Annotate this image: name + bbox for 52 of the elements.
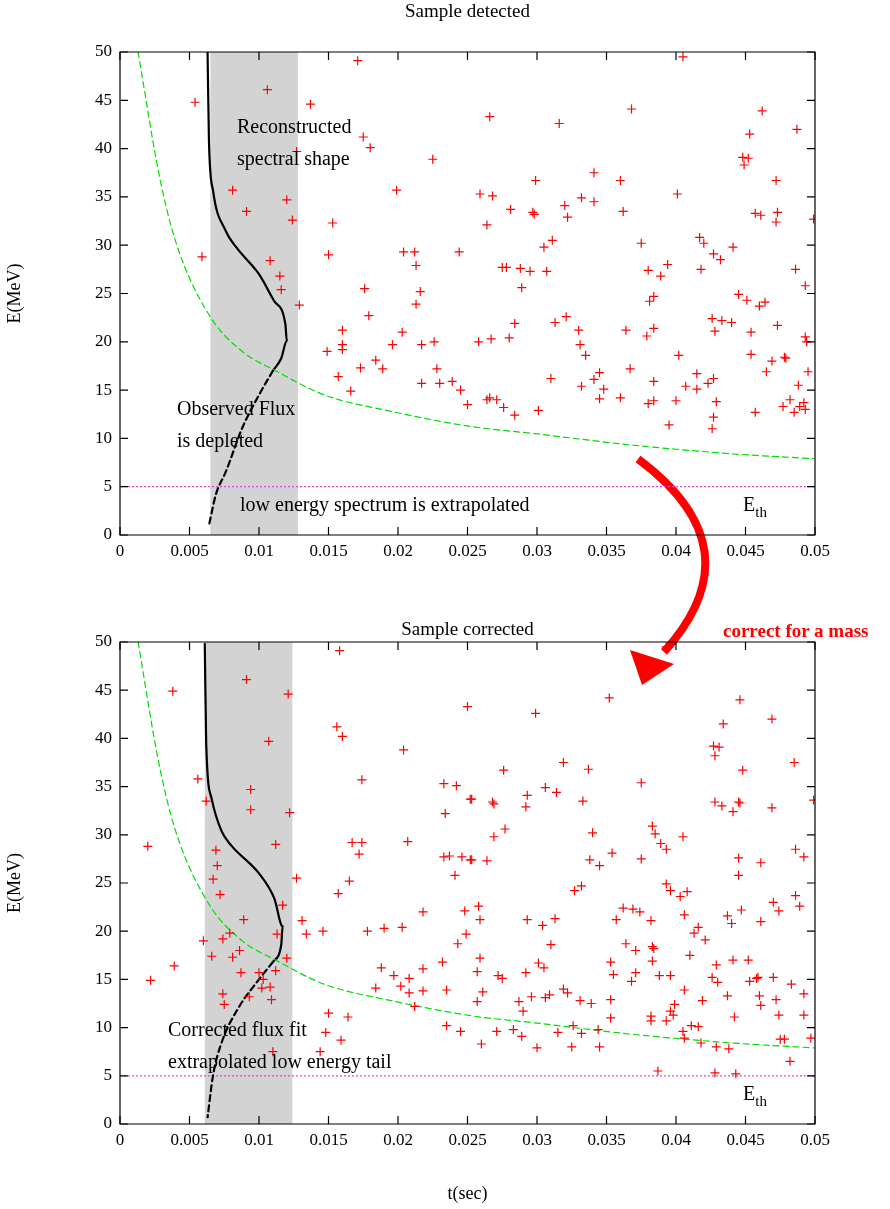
y-tick-label: 5 (103, 476, 112, 496)
y-tick-label: 15 (95, 968, 112, 988)
chart-title: Sample corrected (401, 618, 534, 639)
annotation: Observed Flux is depleted (177, 396, 296, 454)
y-tick-label: 25 (95, 872, 112, 892)
x-tick-label: 0.03 (522, 540, 552, 560)
y-tick-label: 30 (95, 824, 112, 844)
y-tick-label: 15 (95, 379, 112, 399)
x-tick-label: 0.025 (448, 540, 487, 560)
y-tick-label: 50 (95, 631, 112, 651)
x-tick-label: 0.025 (448, 1129, 487, 1149)
y-tick-label: 40 (95, 727, 112, 747)
x-axis-title: t(sec) (447, 1182, 488, 1204)
y-tick-label: 50 (95, 41, 112, 61)
y-tick-label: 45 (95, 89, 112, 109)
x-tick-label: 0.02 (383, 540, 413, 560)
y-tick-label: 30 (95, 234, 112, 254)
x-tick-label: 0.015 (309, 1129, 348, 1149)
y-tick-label: 20 (95, 920, 112, 940)
y-tick-label: 0 (103, 524, 112, 544)
y-tick-label: 10 (95, 427, 112, 447)
x-tick-label: 0.015 (309, 540, 348, 560)
annotation: Corrected flux fit extrapolated low energy tail (168, 1017, 392, 1075)
y-tick-label: 25 (95, 282, 112, 302)
y-tick-label: 35 (95, 186, 112, 206)
x-tick-label: 0.05 (800, 540, 830, 560)
y-axis-title: E(MeV) (3, 853, 25, 913)
x-tick-label: 0.04 (661, 1129, 692, 1149)
x-tick-label: 0.04 (661, 540, 692, 560)
x-tick-label: 0.045 (726, 540, 765, 560)
x-tick-label: 0.035 (587, 540, 626, 560)
y-tick-label: 0 (103, 1113, 112, 1133)
y-tick-label: 5 (103, 1065, 112, 1085)
x-tick-label: 0.035 (587, 1129, 626, 1149)
x-tick-label: 0.02 (383, 1129, 413, 1149)
x-tick-label: 0.045 (726, 1129, 765, 1149)
x-tick-label: 0.01 (244, 540, 274, 560)
x-tick-label: 0.01 (244, 1129, 274, 1149)
chart-title: Sample detected (404, 0, 531, 22)
x-tick-label: 0.03 (522, 1129, 552, 1149)
y-tick-label: 10 (95, 1017, 112, 1037)
x-tick-label: 0.05 (800, 1129, 830, 1149)
y-tick-label: 45 (95, 679, 112, 699)
x-tick-label: 0.005 (170, 1129, 209, 1149)
text: correct for a mass (723, 619, 869, 643)
annotation: Reconstructed spectral shape (237, 114, 352, 172)
annotation: low energy spectrum is extrapolated (240, 492, 530, 518)
y-tick-label: 35 (95, 776, 112, 796)
y-tick-label: 20 (95, 331, 112, 351)
x-tick-label: 0.005 (170, 540, 209, 560)
y-tick-label: 40 (95, 138, 112, 158)
y-axis-title: E(MeV) (3, 263, 25, 324)
